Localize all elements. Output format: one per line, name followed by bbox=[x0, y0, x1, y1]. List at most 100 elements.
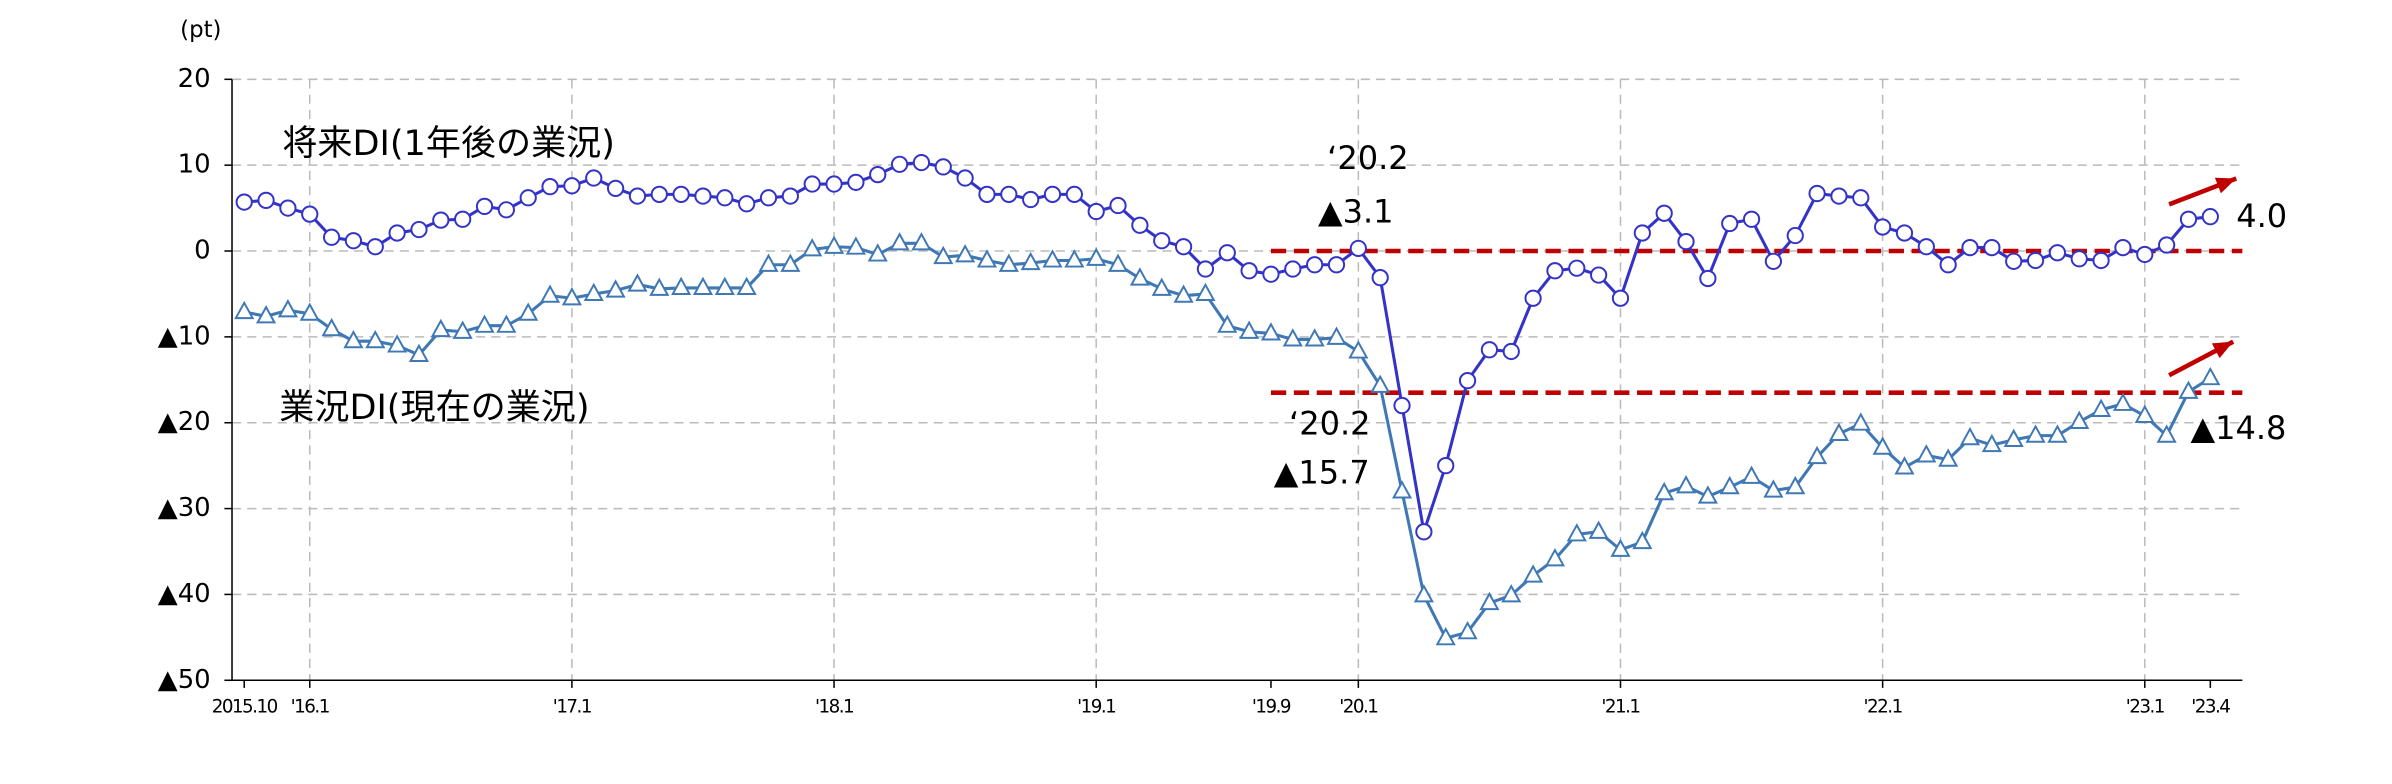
marker bbox=[1566, 523, 1587, 542]
marker bbox=[2026, 251, 2045, 270]
x-tick-label: '23.1 bbox=[2126, 697, 2164, 718]
marker bbox=[2158, 236, 2176, 254]
marker bbox=[1764, 252, 1783, 270]
marker bbox=[1391, 480, 1413, 499]
y-tick-label: ▲10 bbox=[158, 321, 211, 351]
marker bbox=[867, 243, 888, 262]
marker bbox=[1719, 475, 1740, 495]
arrow-head bbox=[2214, 177, 2237, 194]
marker bbox=[1480, 341, 1499, 359]
marker bbox=[1393, 396, 1411, 415]
marker bbox=[955, 244, 976, 263]
marker bbox=[714, 276, 735, 296]
marker bbox=[2112, 392, 2134, 411]
marker bbox=[1458, 372, 1477, 390]
marker bbox=[2156, 424, 2177, 443]
marker bbox=[845, 236, 866, 255]
marker bbox=[563, 177, 581, 195]
marker bbox=[322, 228, 341, 246]
marker bbox=[1457, 620, 1478, 640]
y-axis-label: (pt) bbox=[180, 17, 221, 43]
marker bbox=[978, 185, 996, 203]
marker bbox=[1479, 591, 1500, 611]
marker bbox=[1218, 244, 1236, 262]
marker bbox=[1959, 426, 1981, 446]
x-tick-label: '21.1 bbox=[1601, 697, 1639, 718]
marker bbox=[1983, 238, 2001, 257]
marker bbox=[561, 287, 582, 306]
marker bbox=[1917, 238, 1935, 256]
marker bbox=[1173, 284, 1194, 303]
marker bbox=[1217, 314, 1238, 333]
marker bbox=[1022, 190, 1040, 209]
marker bbox=[365, 329, 386, 349]
marker bbox=[585, 169, 603, 187]
series-label: 将来DI(1年後の業況) bbox=[282, 123, 615, 164]
marker bbox=[1655, 204, 1673, 222]
marker bbox=[2025, 424, 2046, 443]
marker bbox=[1544, 548, 1566, 567]
marker bbox=[780, 253, 801, 272]
marker bbox=[825, 175, 843, 193]
marker bbox=[671, 276, 692, 296]
marker bbox=[933, 245, 954, 265]
y-tick-label: ▲20 bbox=[158, 407, 211, 437]
marker bbox=[583, 282, 604, 302]
marker bbox=[1284, 260, 1302, 278]
marker bbox=[432, 211, 450, 229]
marker bbox=[257, 191, 275, 209]
marker bbox=[496, 314, 517, 333]
series-label: 業況DI(現在の業況) bbox=[279, 387, 589, 428]
y-tick-label: ▲50 bbox=[158, 665, 211, 695]
marker bbox=[869, 165, 887, 184]
x-tick-label: '16.1 bbox=[291, 697, 329, 718]
marker bbox=[692, 276, 714, 296]
marker bbox=[1895, 224, 1914, 242]
marker bbox=[1632, 530, 1653, 550]
marker bbox=[759, 189, 778, 207]
annotation: ‘20.2 bbox=[1327, 139, 1408, 177]
marker bbox=[366, 238, 384, 256]
marker bbox=[1546, 262, 1564, 280]
marker bbox=[343, 329, 364, 349]
marker bbox=[1981, 433, 2002, 453]
annotation: 4.0 bbox=[2236, 197, 2287, 235]
marker bbox=[1872, 436, 1893, 455]
marker bbox=[1000, 185, 1018, 203]
marker bbox=[2070, 250, 2088, 268]
y-tick-label: 20 bbox=[178, 64, 211, 94]
marker bbox=[1675, 475, 1697, 494]
marker bbox=[474, 314, 495, 333]
annotation: ▲15.7 bbox=[1274, 453, 1370, 491]
marker bbox=[1850, 412, 1871, 431]
marker bbox=[301, 205, 319, 223]
marker bbox=[1020, 251, 1041, 271]
marker bbox=[2048, 244, 2067, 262]
marker bbox=[1588, 520, 1609, 539]
marker bbox=[234, 300, 255, 320]
marker bbox=[235, 193, 253, 211]
marker bbox=[1501, 584, 1522, 603]
marker bbox=[2091, 398, 2112, 417]
marker bbox=[912, 153, 931, 172]
marker bbox=[1808, 184, 1826, 203]
marker bbox=[2005, 252, 2023, 270]
series-line bbox=[244, 161, 2211, 533]
x-tick-label: '19.9 bbox=[1252, 697, 1291, 718]
marker bbox=[1939, 256, 1957, 274]
marker bbox=[1852, 189, 1870, 207]
marker bbox=[497, 201, 515, 219]
marker bbox=[1195, 282, 1216, 302]
marker bbox=[911, 232, 932, 251]
marker bbox=[1590, 266, 1608, 284]
annotation: ▲14.8 bbox=[2190, 409, 2286, 447]
marker bbox=[823, 235, 845, 254]
marker bbox=[998, 253, 1019, 272]
marker bbox=[1742, 210, 1761, 228]
marker bbox=[1828, 422, 1850, 441]
marker bbox=[1086, 247, 1107, 266]
marker bbox=[738, 195, 756, 213]
marker bbox=[277, 299, 298, 318]
marker bbox=[410, 220, 428, 239]
marker bbox=[2069, 410, 2090, 429]
